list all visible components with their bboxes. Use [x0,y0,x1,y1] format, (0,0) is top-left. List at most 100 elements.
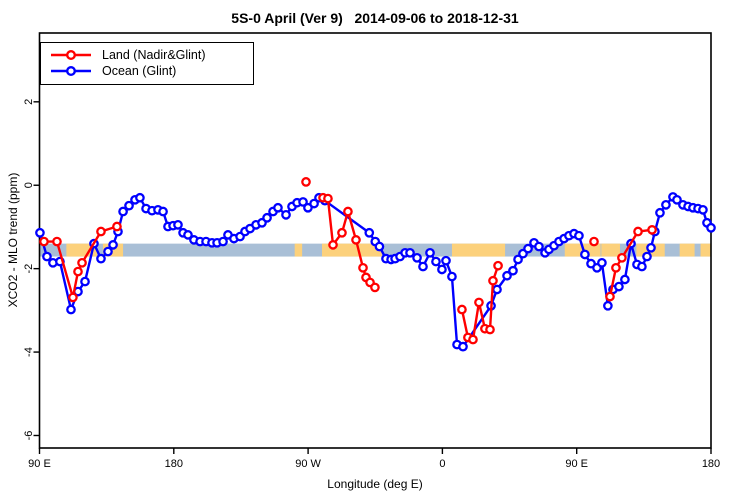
ocean-data-point [513,254,523,265]
x-tick-label: 90 E [28,458,51,470]
ocean-data-point [374,241,385,252]
land-data-point [611,262,621,273]
land-data-point [351,235,361,245]
ocean-data-point [35,227,45,238]
band-highlight-patch [451,243,506,257]
ocean-data-point [103,246,113,257]
land-data-point [468,334,478,345]
land-data-point [96,226,106,237]
y-axis-title: XCO2 - MLO trend (ppm) [6,172,20,308]
ocean-data-point [603,300,613,311]
ocean-data-point [437,264,447,275]
x-tick-label: 90 E [565,458,588,470]
band-highlight-patch [601,243,620,257]
ocean-series-swatch-icon [51,66,91,76]
ocean-data-point [418,261,428,272]
land-data-point [301,177,311,187]
ocean-data-point [262,212,272,223]
ocean-data-point [173,220,183,230]
legend-item-land: Land (Nadir&Glint) [49,47,245,63]
land-data-point [112,221,122,232]
ocean-data-point [158,206,168,217]
ocean-data-point [574,230,584,241]
land-data-point [633,226,643,237]
ocean-data-point [405,247,415,258]
band-highlight-patch [700,243,711,257]
ocean-data-point [447,271,457,282]
ocean-data-point [655,207,665,218]
ocean-data-point [108,240,118,250]
land-data-point [493,260,503,271]
ocean-data-point [646,242,656,253]
chart-title: 5S-0 April (Ver 9) 2014-09-06 to 2018-12… [231,10,519,26]
land-data-point [343,206,353,217]
land-data-point [77,257,87,268]
ocean-data-point [412,252,422,263]
band-highlight-patch [66,243,97,257]
land-data-point [457,304,467,315]
ocean-data-point [218,236,228,247]
x-axis-title: Longitude (deg E) [327,477,423,491]
ocean-data-point [96,253,106,264]
ocean-data-point [42,251,52,262]
band-highlight-patch [679,243,695,257]
land-data-point [370,282,380,293]
land-data-point [488,275,498,286]
ocean-data-point [508,265,518,276]
y-tick-label: 0 [23,182,35,188]
land-data-point [358,262,368,273]
ocean-data-point [534,241,544,252]
ocean-data-point [642,251,652,262]
legend-label-ocean: Ocean (Glint) [102,64,177,78]
ocean-data-point [183,230,193,240]
ocean-data-point [698,204,708,215]
ocean-data-point [523,243,533,254]
x-tick-label: 180 [165,458,183,470]
land-data-point [323,193,333,204]
legend-label-land: Land (Nadir&Glint) [102,48,206,62]
y-tick-label: 2 [23,99,35,105]
ocean-data-point [425,247,435,258]
ocean-data-point [281,209,291,220]
land-series-swatch-icon [51,50,91,60]
land-data-point [605,291,615,302]
x-tick-label: 180 [702,458,720,470]
ocean-data-point [661,199,671,210]
ocean-data-point [492,284,502,295]
ocean-data-point [637,261,647,272]
x-tick-label: 90 W [295,458,321,470]
y-tick-label: -4 [23,347,35,357]
land-data-point [328,240,338,250]
ocean-data-point [309,198,319,209]
ocean-data-point [441,255,451,266]
land-data-point [589,236,599,247]
ocean-data-point [80,276,90,287]
ocean-data-point [502,270,512,281]
ocean-data-point [66,304,76,315]
ocean-series-line [38,195,712,348]
ocean-data-point [672,194,682,205]
y-tick-label: -2 [23,264,35,274]
ocean-data-point [597,257,607,268]
x-tick-label: 0 [439,458,445,470]
ocean-data-point [124,200,134,211]
ocean-data-point [135,192,145,203]
land-data-point [73,266,83,277]
ocean-data-point [458,341,468,352]
ocean-data-point [118,206,128,217]
ocean-data-point [431,256,441,267]
ocean-data-point [614,281,624,292]
legend-item-ocean: Ocean (Glint) [49,63,245,79]
land-data-point [474,297,484,308]
ocean-data-point [620,274,630,285]
band-highlight-patch [294,243,303,257]
land-data-point [39,236,49,247]
land-data-point [485,324,495,335]
ocean-data-point [298,197,308,207]
y-tick-label: -6 [23,431,35,441]
land-data-point [647,225,657,235]
land-data-point [337,227,347,238]
ocean-data-point [364,227,375,238]
